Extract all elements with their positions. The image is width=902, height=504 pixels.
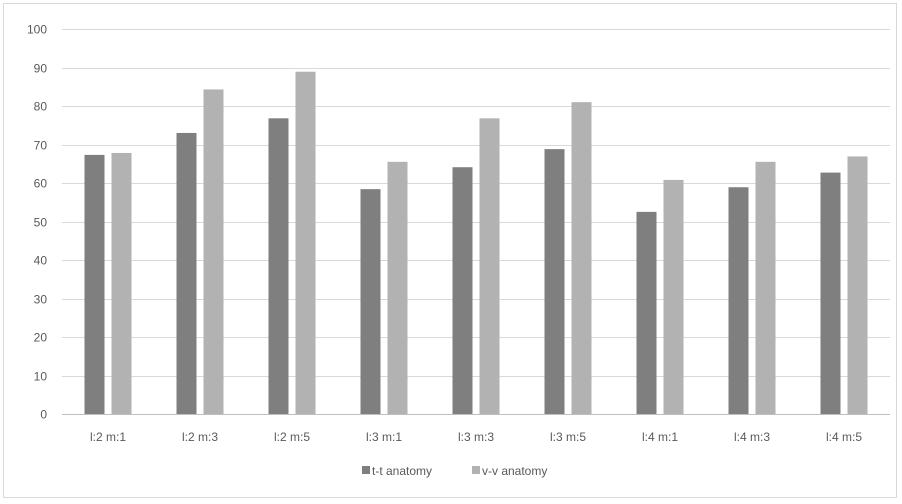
- bar-v-v-0: [111, 152, 132, 414]
- bar-v-v-3: [387, 161, 408, 414]
- x-tick-label: l:4 m:3: [734, 430, 770, 444]
- bar-t-t-2: [268, 118, 289, 414]
- y-tick-label: 90: [34, 62, 48, 76]
- x-tick-label: l:3 m:1: [366, 430, 402, 444]
- x-tick-label: l:2 m:5: [274, 430, 310, 444]
- x-axis-ticks: l:2 m:1 l:2 m:3 l:2 m:5 l:3 m:1 l:3 m:3 l:3 m…: [90, 430, 862, 444]
- x-tick-label: l:3 m:5: [550, 430, 586, 444]
- x-tick-label: l:2 m:1: [90, 430, 126, 444]
- bar-t-t-5: [544, 149, 565, 414]
- bar-v-v-7: [755, 161, 776, 414]
- y-tick-label: 60: [34, 177, 48, 191]
- bar-t-t-1: [176, 132, 197, 414]
- y-tick-label: 0: [40, 408, 47, 422]
- y-axis-ticks: 0 10 20 30 40 50 60 70 80 90 100: [27, 23, 47, 422]
- bar-v-v-4: [479, 118, 500, 414]
- bar-t-t-4: [452, 167, 473, 414]
- y-tick-label: 40: [34, 254, 48, 268]
- y-tick-label: 10: [34, 370, 48, 384]
- bar-t-t-8: [820, 172, 841, 414]
- bar-t-t-7: [728, 187, 749, 414]
- bar-t-t-0: [84, 154, 105, 414]
- bar-v-v-2: [295, 71, 316, 415]
- x-tick-label: l:4 m:1: [642, 430, 678, 444]
- bar-v-v-5: [571, 102, 592, 415]
- y-tick-label: 50: [34, 216, 48, 230]
- legend-swatch-v-v: [472, 466, 480, 474]
- bar-v-v-1: [203, 89, 224, 414]
- x-tick-label: l:4 m:5: [826, 430, 862, 444]
- gridlines: [62, 29, 890, 415]
- legend: t-t anatomy v-v anatomy: [362, 464, 547, 478]
- y-tick-label: 20: [34, 331, 48, 345]
- bar-t-t-3: [360, 189, 381, 414]
- x-tick-label: l:3 m:3: [458, 430, 494, 444]
- bar-v-v-8: [847, 156, 868, 414]
- legend-label-v-v: v-v anatomy: [482, 464, 547, 478]
- bars: [84, 71, 868, 415]
- y-tick-label: 100: [27, 23, 47, 37]
- legend-swatch-t-t: [362, 466, 370, 474]
- y-tick-label: 70: [34, 139, 48, 153]
- x-tick-label: l:2 m:3: [182, 430, 218, 444]
- bar-t-t-6: [636, 211, 657, 414]
- y-tick-label: 30: [34, 293, 48, 307]
- bar-v-v-6: [663, 179, 684, 414]
- y-tick-label: 80: [34, 100, 48, 114]
- legend-label-t-t: t-t anatomy: [372, 464, 432, 478]
